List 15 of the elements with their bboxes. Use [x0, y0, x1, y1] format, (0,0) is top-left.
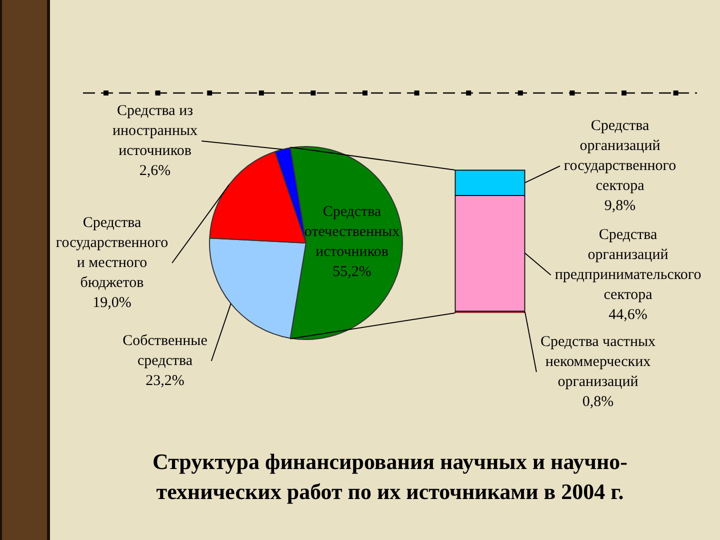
slice-label: Собственные средства — [122, 332, 208, 369]
data-label: 55,2% — [332, 264, 372, 280]
data-label: 44,6% — [608, 306, 648, 323]
text: Структура финансирования научных и научно-технических работ по их источниками в 2004 г. — [151, 448, 629, 506]
slice-label: Средства государственного и местного бюджетов — [56, 214, 168, 291]
slice-label: Средства из иностранных источников — [112, 102, 198, 159]
data-label: 23,2% — [146, 372, 184, 389]
slice-label: Средства отечественных источников — [304, 204, 400, 260]
category-label: Средства организаций государственного сектора — [564, 118, 676, 194]
data-label: 19,0% — [92, 294, 132, 311]
data-label: 9,8% — [604, 198, 636, 214]
data-label: 0,8% — [582, 394, 614, 410]
data-label: 2,6% — [139, 162, 171, 179]
category-label: Средства организаций предпринимательского сектора — [554, 226, 702, 303]
category-label: Средства частных некоммерческих организаций — [540, 334, 656, 390]
